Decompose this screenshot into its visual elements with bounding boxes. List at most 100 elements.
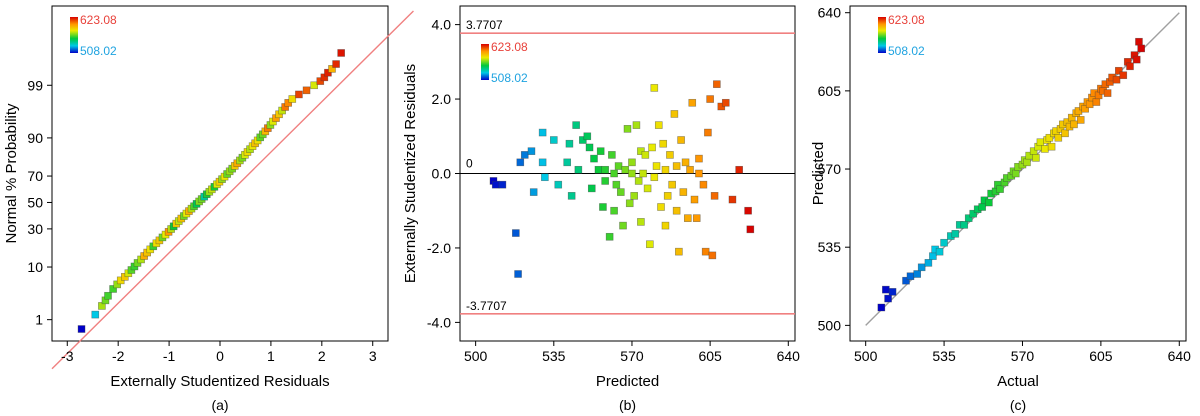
data-point xyxy=(541,173,549,182)
data-point xyxy=(621,165,630,174)
x-axis-title: Externally Studentized Residuals xyxy=(110,373,329,390)
data-point xyxy=(610,169,618,178)
data-point xyxy=(641,151,650,159)
data-point xyxy=(630,192,639,200)
data-point xyxy=(516,158,525,167)
data-point xyxy=(683,214,692,222)
data-point xyxy=(882,285,890,294)
panel-a: -3 -2 -1 0 1 2 3 1 10 30 50 70 90 99 623.08 508.02 Exter… xyxy=(3,5,414,413)
data-point xyxy=(614,162,623,170)
data-point xyxy=(538,128,547,137)
data-point xyxy=(104,291,112,300)
colorbar xyxy=(481,44,489,80)
y-tick-label: -4.0 xyxy=(427,314,451,330)
data-point xyxy=(985,198,993,207)
data-point xyxy=(1132,55,1141,64)
data-point xyxy=(699,180,708,189)
x-tick-label: 640 xyxy=(1168,348,1192,364)
data-point xyxy=(695,154,703,163)
data-point xyxy=(695,169,703,178)
y-tick-label: 30 xyxy=(27,221,43,237)
data-point xyxy=(929,252,937,260)
data-point xyxy=(1047,142,1056,151)
data-point xyxy=(661,221,670,230)
colorbar xyxy=(878,17,886,53)
data-point xyxy=(706,95,714,103)
x-axis-title: Predicted xyxy=(596,373,659,390)
data-point xyxy=(1070,120,1078,129)
data-point xyxy=(1137,44,1145,53)
data-point xyxy=(1092,98,1101,106)
data-point xyxy=(1054,133,1063,142)
y-tick-label: 1 xyxy=(35,312,43,328)
data-point xyxy=(675,247,683,256)
data-point xyxy=(978,203,986,211)
panel-label: (a) xyxy=(211,397,228,413)
x-tick-label: 535 xyxy=(932,348,956,364)
data-point xyxy=(288,95,297,103)
data-point xyxy=(632,121,641,129)
data-point xyxy=(661,165,670,174)
y-axis-title: Normal % Probability xyxy=(3,103,20,244)
x-tick-label: 570 xyxy=(1011,348,1035,364)
data-point xyxy=(650,84,659,92)
data-point xyxy=(964,214,973,222)
y-axis-title: Externally Studentized Residuals xyxy=(402,64,419,283)
data-point xyxy=(616,188,625,196)
panel-b: 3.7707 -3.7707 0 500 535 570 605 640 -4.0 -2.0 0.0… xyxy=(402,5,801,413)
data-point xyxy=(1032,154,1040,162)
data-point xyxy=(337,49,345,57)
data-point xyxy=(960,221,969,229)
x-tick-label: 640 xyxy=(777,348,801,364)
data-point xyxy=(594,165,603,174)
x-tick-label: 535 xyxy=(542,348,566,364)
data-point xyxy=(681,158,690,167)
data-point xyxy=(1135,37,1143,46)
zero-line-label: 0 xyxy=(466,157,473,171)
data-point xyxy=(692,214,701,222)
data-point xyxy=(913,270,922,278)
data-point xyxy=(1011,169,1020,178)
data-point xyxy=(917,263,926,272)
panel-c: 500 535 570 605 640 500 535 570 605 640 623.08 508.… xyxy=(810,5,1191,413)
data-point xyxy=(491,180,500,189)
x-tick-label: 3 xyxy=(369,348,377,364)
data-point xyxy=(744,206,752,215)
data-point xyxy=(701,247,710,256)
data-point xyxy=(924,259,933,267)
data-point xyxy=(1023,158,1031,167)
data-point xyxy=(884,294,892,303)
data-point xyxy=(332,60,340,68)
data-point xyxy=(302,86,311,95)
x-tick-label: 500 xyxy=(464,348,488,364)
data-point xyxy=(563,158,572,167)
data-point xyxy=(670,110,679,118)
data-point xyxy=(605,232,614,241)
data-point xyxy=(514,270,522,278)
x-tick-label: 1 xyxy=(267,348,275,364)
y-axis-title: Predicted xyxy=(810,142,827,205)
data-point xyxy=(677,136,685,144)
data-point xyxy=(663,192,672,200)
panel-label: (c) xyxy=(1010,397,1026,413)
data-point xyxy=(549,136,558,144)
x-tick-label: -1 xyxy=(163,348,176,364)
data-point xyxy=(109,285,117,293)
data-point xyxy=(634,177,643,185)
data-point xyxy=(1126,62,1134,71)
data-point xyxy=(1045,133,1054,142)
data-point xyxy=(672,162,681,170)
y-tick-label: 50 xyxy=(27,194,43,210)
colorbar-max-label: 623.08 xyxy=(888,13,925,27)
data-point xyxy=(554,180,563,189)
x-tick-label: 0 xyxy=(216,348,224,364)
data-point xyxy=(746,225,755,234)
data-point xyxy=(906,272,915,281)
data-point xyxy=(498,180,507,189)
y-tick-label: 70 xyxy=(27,168,43,184)
data-point xyxy=(721,98,730,107)
x-tick-label: 605 xyxy=(698,348,722,364)
data-point xyxy=(672,206,681,215)
y-tick-label: 0.0 xyxy=(432,166,452,182)
y-tick-label: 500 xyxy=(818,317,842,333)
